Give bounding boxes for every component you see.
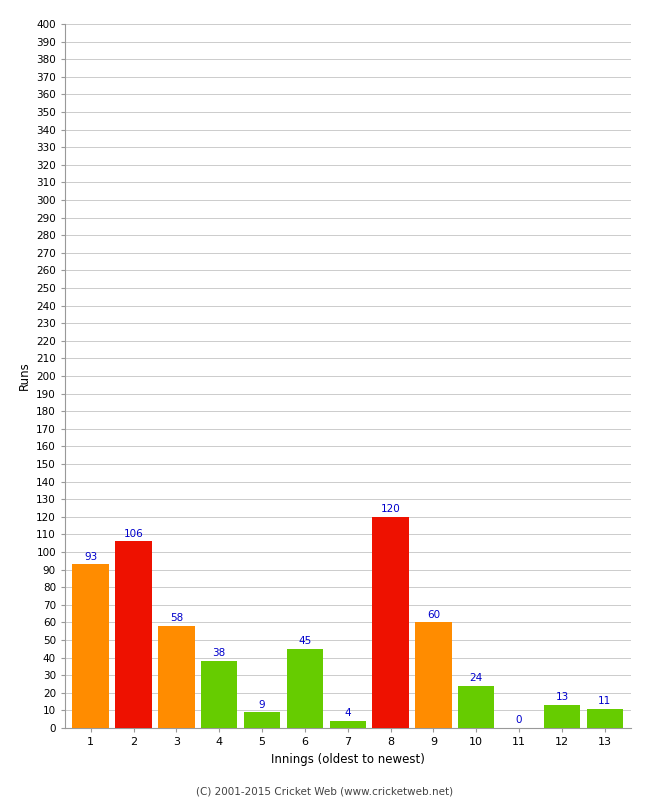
Text: 0: 0 <box>516 715 523 726</box>
Text: 93: 93 <box>84 552 98 562</box>
Text: 9: 9 <box>259 699 265 710</box>
Text: 24: 24 <box>470 673 483 683</box>
Bar <box>415 622 452 728</box>
Text: 45: 45 <box>298 636 311 646</box>
Bar <box>544 705 580 728</box>
Bar <box>372 517 409 728</box>
Bar <box>115 542 151 728</box>
X-axis label: Innings (oldest to newest): Innings (oldest to newest) <box>271 753 424 766</box>
Bar <box>73 564 109 728</box>
Bar <box>287 649 323 728</box>
Bar <box>458 686 495 728</box>
Bar <box>158 626 194 728</box>
Text: (C) 2001-2015 Cricket Web (www.cricketweb.net): (C) 2001-2015 Cricket Web (www.cricketwe… <box>196 786 454 796</box>
Bar <box>201 661 237 728</box>
Text: 120: 120 <box>381 504 400 514</box>
Text: 11: 11 <box>598 696 612 706</box>
Text: 38: 38 <box>213 649 226 658</box>
Bar <box>244 712 280 728</box>
Text: 13: 13 <box>555 693 569 702</box>
Bar <box>330 721 366 728</box>
Text: 4: 4 <box>344 708 351 718</box>
Text: 58: 58 <box>170 614 183 623</box>
Text: 60: 60 <box>427 610 440 620</box>
Bar <box>586 709 623 728</box>
Y-axis label: Runs: Runs <box>18 362 31 390</box>
Text: 106: 106 <box>124 529 144 539</box>
